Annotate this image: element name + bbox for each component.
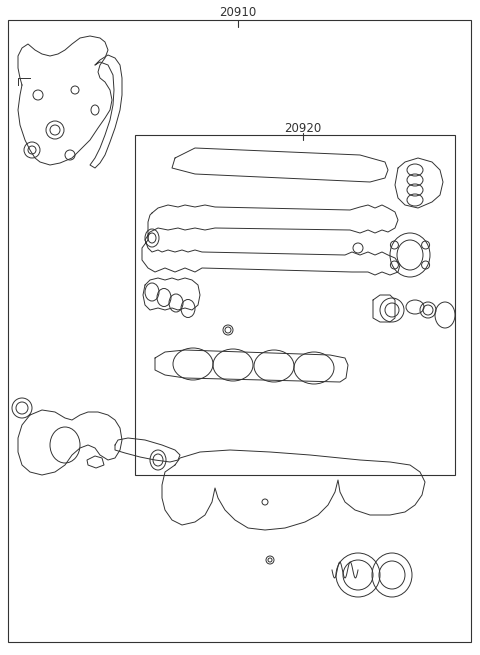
Bar (135, 135, 455, 475)
Text: 20920: 20920 (284, 121, 322, 134)
Text: 20910: 20910 (219, 7, 257, 20)
